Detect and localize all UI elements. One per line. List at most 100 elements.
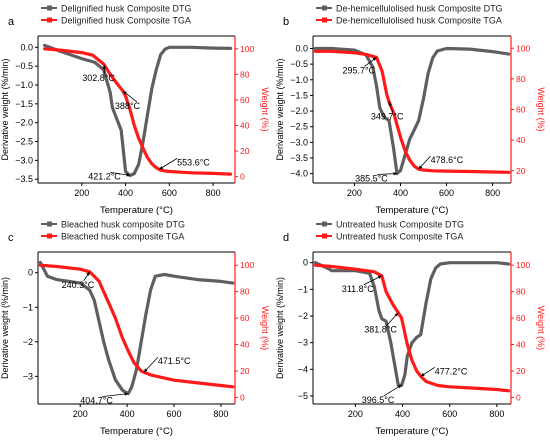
left-y-tick-label: −2.5 bbox=[290, 122, 308, 132]
annotation-arrowhead bbox=[418, 165, 423, 170]
x-tick-label: 200 bbox=[347, 188, 362, 198]
x-tick-label: 200 bbox=[73, 409, 88, 419]
right-y-tick-label: 100 bbox=[240, 260, 254, 270]
right-y-tick-label: 100 bbox=[516, 43, 530, 53]
right-y-axis-label: Weight (%) bbox=[536, 306, 546, 350]
right-y-tick-label: 100 bbox=[240, 44, 254, 54]
annotation-arrowhead bbox=[159, 166, 164, 170]
annotation-label: 381.8°C bbox=[364, 325, 397, 335]
left-y-tick-label: 0.0 bbox=[295, 44, 308, 54]
x-tick-label: 400 bbox=[395, 409, 410, 419]
legend-swatch-marker bbox=[322, 17, 327, 23]
annotation-label: 553.6°C bbox=[177, 157, 210, 167]
legend-swatch-marker bbox=[322, 233, 327, 239]
left-y-axis-label: Derivative weight (%/min) bbox=[275, 58, 285, 160]
annotation-arrow bbox=[102, 393, 129, 397]
annotation-label: 404.7°C bbox=[80, 396, 113, 406]
legend-label: Untreated husk Composite DTG bbox=[336, 220, 464, 230]
annotation-label: 385.5°C bbox=[355, 174, 388, 184]
legend-label: De-hemicellulolised husk Composite DTG bbox=[336, 4, 503, 14]
left-y-tick-label: −2 bbox=[23, 337, 33, 347]
annotation-label: 302.8°C bbox=[82, 73, 115, 83]
left-y-tick-label: −3.0 bbox=[15, 155, 33, 165]
annotation-arrowhead bbox=[377, 275, 382, 279]
right-y-tick-label: 80 bbox=[516, 287, 526, 297]
right-y-tick-label: 20 bbox=[516, 366, 526, 376]
x-axis-label: Temperature (°C) bbox=[100, 205, 173, 216]
right-y-tick-label: 20 bbox=[240, 146, 250, 156]
left-y-tick-label: −1.5 bbox=[15, 99, 33, 109]
annotation-label: 295.7°C bbox=[342, 65, 375, 75]
left-y-tick-label: 0.0 bbox=[20, 42, 33, 52]
left-y-axis-label: Derivative weight (%/min) bbox=[0, 277, 10, 379]
legend-swatch-marker bbox=[47, 5, 52, 11]
left-y-tick-label: −2.0 bbox=[290, 106, 308, 116]
right-y-tick-label: 40 bbox=[516, 135, 526, 145]
legend-swatch-marker bbox=[47, 221, 52, 227]
panel-letter: d bbox=[283, 232, 289, 244]
x-tick-label: 200 bbox=[348, 409, 363, 419]
legend-label: Delignified husk Composite DTG bbox=[61, 4, 192, 14]
annotation-arrowhead bbox=[143, 368, 148, 373]
left-y-axis-label: Derivative weight (%/min) bbox=[0, 58, 10, 160]
right-y-axis-label: Weight (%) bbox=[260, 306, 270, 350]
right-y-tick-label: 20 bbox=[516, 166, 526, 176]
legend-swatch-marker bbox=[47, 17, 52, 23]
panel-letter: b bbox=[283, 16, 289, 28]
x-tick-label: 800 bbox=[485, 188, 500, 198]
right-y-tick-label: 40 bbox=[240, 120, 250, 130]
panel-letter: c bbox=[8, 232, 14, 244]
chart-panel-a: a Delignified husk Composite DTG Delignifi… bbox=[0, 4, 270, 217]
left-y-tick-label: −3.0 bbox=[290, 137, 308, 147]
left-y-tick-label: −4.0 bbox=[290, 169, 308, 179]
x-tick-label: 400 bbox=[393, 188, 408, 198]
right-y-tick-label: 80 bbox=[240, 287, 250, 297]
left-y-tick-label: −5 bbox=[298, 391, 308, 401]
right-y-axis-label: Weight (%) bbox=[536, 87, 546, 131]
right-y-tick-label: 60 bbox=[240, 313, 250, 323]
left-y-tick-label: −1.5 bbox=[290, 90, 308, 100]
right-y-tick-label: 40 bbox=[516, 340, 526, 350]
annotation-arrowhead bbox=[86, 271, 90, 276]
right-y-tick-label: 60 bbox=[516, 313, 526, 323]
left-y-axis-label: Derivative weight (%/min) bbox=[275, 277, 285, 379]
legend-swatch-marker bbox=[322, 221, 327, 227]
left-y-tick-label: −2.0 bbox=[15, 118, 33, 128]
legend-label: De-hemicellulolised husk Composite TGA bbox=[336, 16, 502, 26]
left-y-tick-label: −1.0 bbox=[290, 75, 308, 85]
annotation-arrowhead bbox=[394, 312, 399, 317]
panel-letter: a bbox=[8, 16, 15, 28]
annotation-arrowhead bbox=[124, 392, 129, 396]
right-y-tick-label: 0 bbox=[516, 392, 521, 402]
right-y-tick-label: 40 bbox=[240, 340, 250, 350]
legend-label: Untreated husk Composite TGA bbox=[336, 232, 463, 242]
right-y-axis-label: Weight (%) bbox=[260, 87, 270, 131]
x-tick-label: 200 bbox=[74, 188, 89, 198]
x-tick-label: 600 bbox=[439, 188, 454, 198]
annotation-label: 471.5°C bbox=[158, 356, 191, 366]
annotation-arrowhead bbox=[388, 101, 392, 106]
chart-panel-b: b De-hemicellulolised husk Composite DTG D… bbox=[275, 4, 546, 217]
annotation-label: 349.7°C bbox=[371, 112, 404, 122]
right-y-tick-label: 80 bbox=[516, 74, 526, 84]
annotation-arrowhead bbox=[393, 171, 398, 176]
annotation-label: 478.6°C bbox=[431, 155, 464, 165]
left-y-tick-label: −2.5 bbox=[15, 137, 33, 147]
x-tick-label: 800 bbox=[206, 188, 221, 198]
right-y-tick-label: 20 bbox=[240, 366, 250, 376]
dtg-series-line bbox=[313, 261, 511, 387]
right-y-tick-label: 60 bbox=[516, 105, 526, 115]
legend-label: Bleached husk composite TGA bbox=[61, 232, 184, 242]
tga-series-line bbox=[38, 263, 235, 389]
x-axis-label: Temperature (°C) bbox=[376, 205, 449, 216]
legend-swatch-marker bbox=[47, 233, 52, 239]
x-tick-label: 400 bbox=[120, 409, 135, 419]
legend-swatch-marker bbox=[322, 5, 327, 11]
annotation-arrowhead bbox=[126, 173, 131, 177]
x-tick-label: 800 bbox=[489, 409, 504, 419]
annotation-label: 421.2°C bbox=[88, 171, 121, 181]
x-tick-label: 800 bbox=[213, 409, 228, 419]
tga-series-line bbox=[43, 47, 233, 176]
left-y-tick-label: −3 bbox=[23, 371, 33, 381]
